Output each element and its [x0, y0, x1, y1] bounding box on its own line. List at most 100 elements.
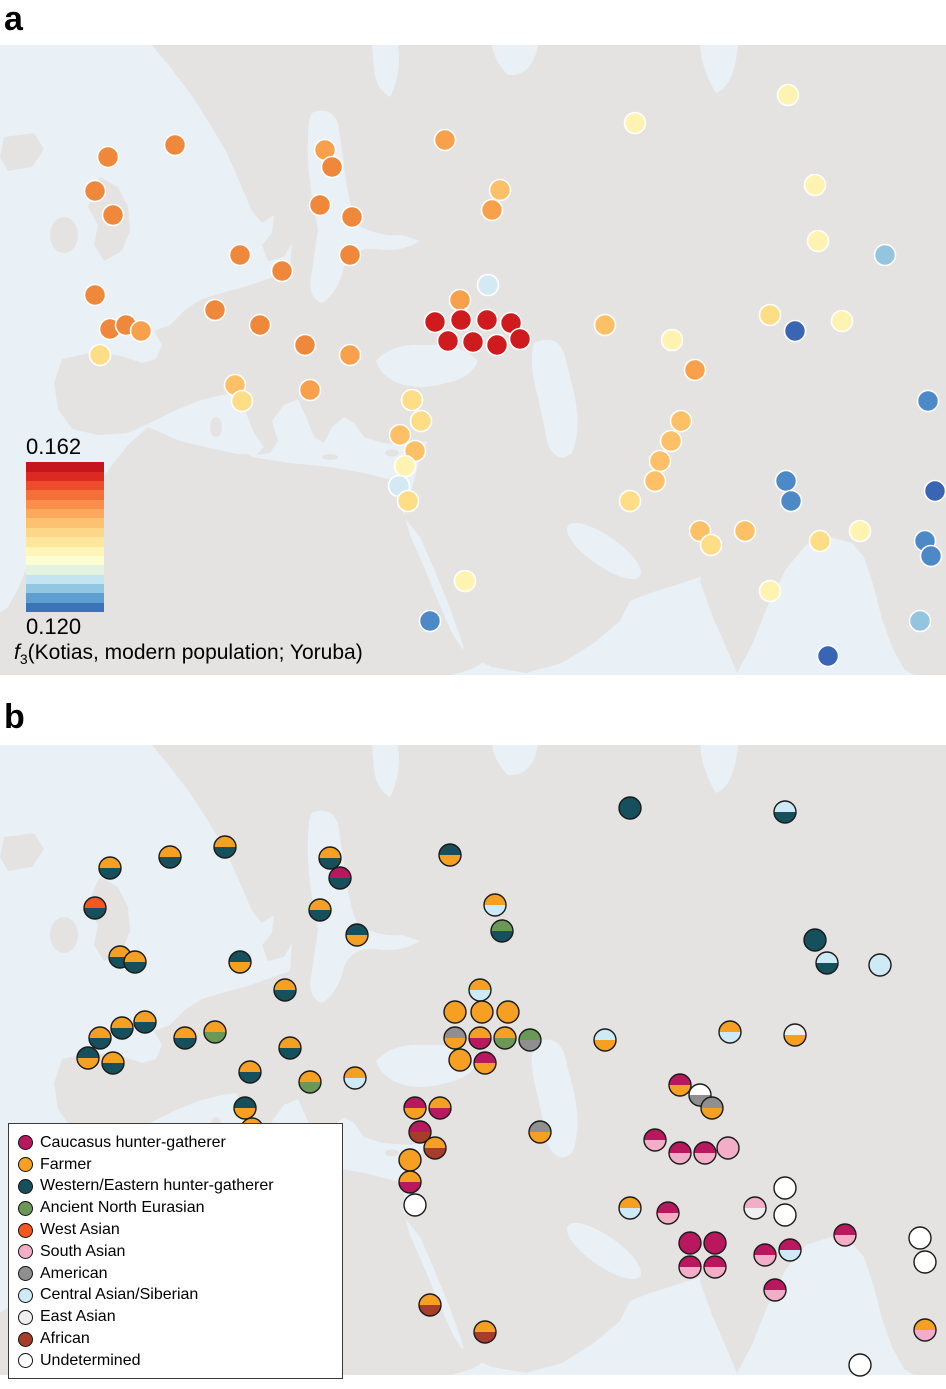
ancestry-dot	[643, 1128, 667, 1152]
ancestry-dot	[914, 1319, 936, 1330]
ancestry-dot	[444, 1027, 466, 1038]
ancestry-dot	[102, 1063, 124, 1074]
ancestry-dot	[678, 1231, 702, 1255]
ancestry-dot	[519, 1029, 541, 1040]
ancestry-dot	[238, 1060, 262, 1084]
ancestry-dot	[124, 951, 146, 962]
ancestry-dot	[491, 920, 513, 931]
f3-dot	[623, 111, 647, 135]
ancestry-dot	[743, 1196, 767, 1220]
f3-dot	[779, 489, 803, 513]
f3-dot	[485, 333, 509, 357]
f3-dot	[320, 155, 344, 179]
ancestry-dot	[657, 1202, 679, 1213]
f3-dot	[916, 389, 940, 413]
ancestry-dot	[173, 1026, 197, 1050]
f3-dot	[393, 454, 417, 478]
f3-dot	[618, 489, 642, 513]
f3-dot	[733, 519, 757, 543]
ancestry-dot	[774, 812, 796, 823]
ancestry-dot	[274, 979, 296, 990]
ancestry-dot	[493, 1026, 517, 1050]
ancestry-dot	[744, 1208, 766, 1219]
ancestry-dot	[278, 1036, 302, 1060]
ancestry-dot	[159, 846, 181, 857]
legend-swatch-icon	[18, 1309, 33, 1325]
f3-dot	[88, 343, 112, 367]
ancestry-dot	[468, 1026, 492, 1050]
ancestry-dot	[914, 1330, 936, 1341]
ancestry-dot	[868, 953, 892, 977]
ancestry-dot	[848, 1353, 872, 1377]
ancestry-dot	[528, 1120, 552, 1144]
f3-dot	[816, 644, 840, 668]
ancestry-dot	[89, 1027, 111, 1038]
ancestry-dot	[471, 1001, 493, 1012]
ancestry-dot	[204, 1021, 226, 1032]
f3-dot	[293, 333, 317, 357]
caption-stat-f: f	[14, 641, 20, 664]
ancestry-dot	[474, 1321, 496, 1332]
f3-dot	[669, 409, 693, 433]
ancestry-dot	[784, 1024, 806, 1035]
ancestry-dot	[668, 1073, 692, 1097]
ancestry-dot	[694, 1142, 716, 1153]
f3-dot	[758, 579, 782, 603]
ancestry-dot	[409, 1121, 431, 1132]
ancestry-dot	[99, 868, 121, 879]
ancestry-dot	[908, 1226, 932, 1250]
ancestry-dot	[484, 894, 506, 905]
legend-label: Caucasus hunter-gatherer	[40, 1133, 226, 1151]
legend-swatch-icon	[18, 1287, 33, 1303]
ancestry-dot	[783, 1023, 807, 1047]
ancestry-dot	[704, 1243, 726, 1254]
ancestry-dot	[657, 1213, 679, 1224]
f3-dot	[873, 243, 897, 267]
f3-dot	[83, 283, 107, 307]
ancestry-dot	[704, 1232, 726, 1243]
panel-a-label: a	[4, 0, 23, 38]
legend-item: Western/Eastern hunter-gatherer	[18, 1176, 334, 1198]
legend-item: South Asian	[18, 1241, 334, 1263]
ancestry-dot	[124, 962, 146, 973]
ancestry-dot	[619, 1197, 641, 1208]
ancestry-dot	[344, 1078, 366, 1089]
scale-band	[26, 490, 104, 500]
f3-caption: f3(Kotias, modern population; Yoruba)	[14, 641, 363, 667]
ancestry-dot	[619, 808, 641, 819]
legend-item: East Asian	[18, 1306, 334, 1328]
ancestry-dot	[669, 1153, 691, 1164]
ancestry-dot	[134, 1022, 156, 1033]
legend-item: West Asian	[18, 1219, 334, 1241]
f3-dot	[848, 519, 872, 543]
ancestry-dot	[319, 847, 341, 858]
ancestry-dot	[774, 801, 796, 812]
ancestry-dot	[618, 796, 642, 820]
ancestry-dot	[593, 1028, 617, 1052]
f3-dot	[129, 319, 153, 343]
color-scale-bar	[26, 462, 104, 613]
ancestry-dot	[439, 844, 461, 855]
ancestry-dot	[101, 1051, 125, 1075]
ancestry-dot	[518, 1028, 542, 1052]
ancestry-dot	[701, 1108, 723, 1119]
ancestry-dot	[484, 905, 506, 916]
ancestry-dot	[913, 1318, 937, 1342]
ancestry-dot	[443, 1000, 467, 1024]
ancestry-dot	[909, 1238, 931, 1249]
f3-dot	[908, 609, 932, 633]
scale-band	[26, 527, 104, 538]
ancestry-dot	[644, 1129, 666, 1140]
ancestry-dot	[309, 899, 331, 910]
f3-dot	[433, 128, 457, 152]
scale-max-label: 0.162	[26, 434, 82, 459]
ancestry-dot	[233, 1096, 257, 1120]
ancestry-dot	[717, 1137, 739, 1148]
f3-dot	[659, 429, 683, 453]
f3-dot	[203, 298, 227, 322]
ancestry-dot	[134, 1011, 156, 1022]
ancestry-dot	[88, 1026, 112, 1050]
ancestry-dot	[133, 1010, 157, 1034]
ancestry-dot	[204, 1032, 226, 1043]
ancestry-dot	[679, 1232, 701, 1243]
